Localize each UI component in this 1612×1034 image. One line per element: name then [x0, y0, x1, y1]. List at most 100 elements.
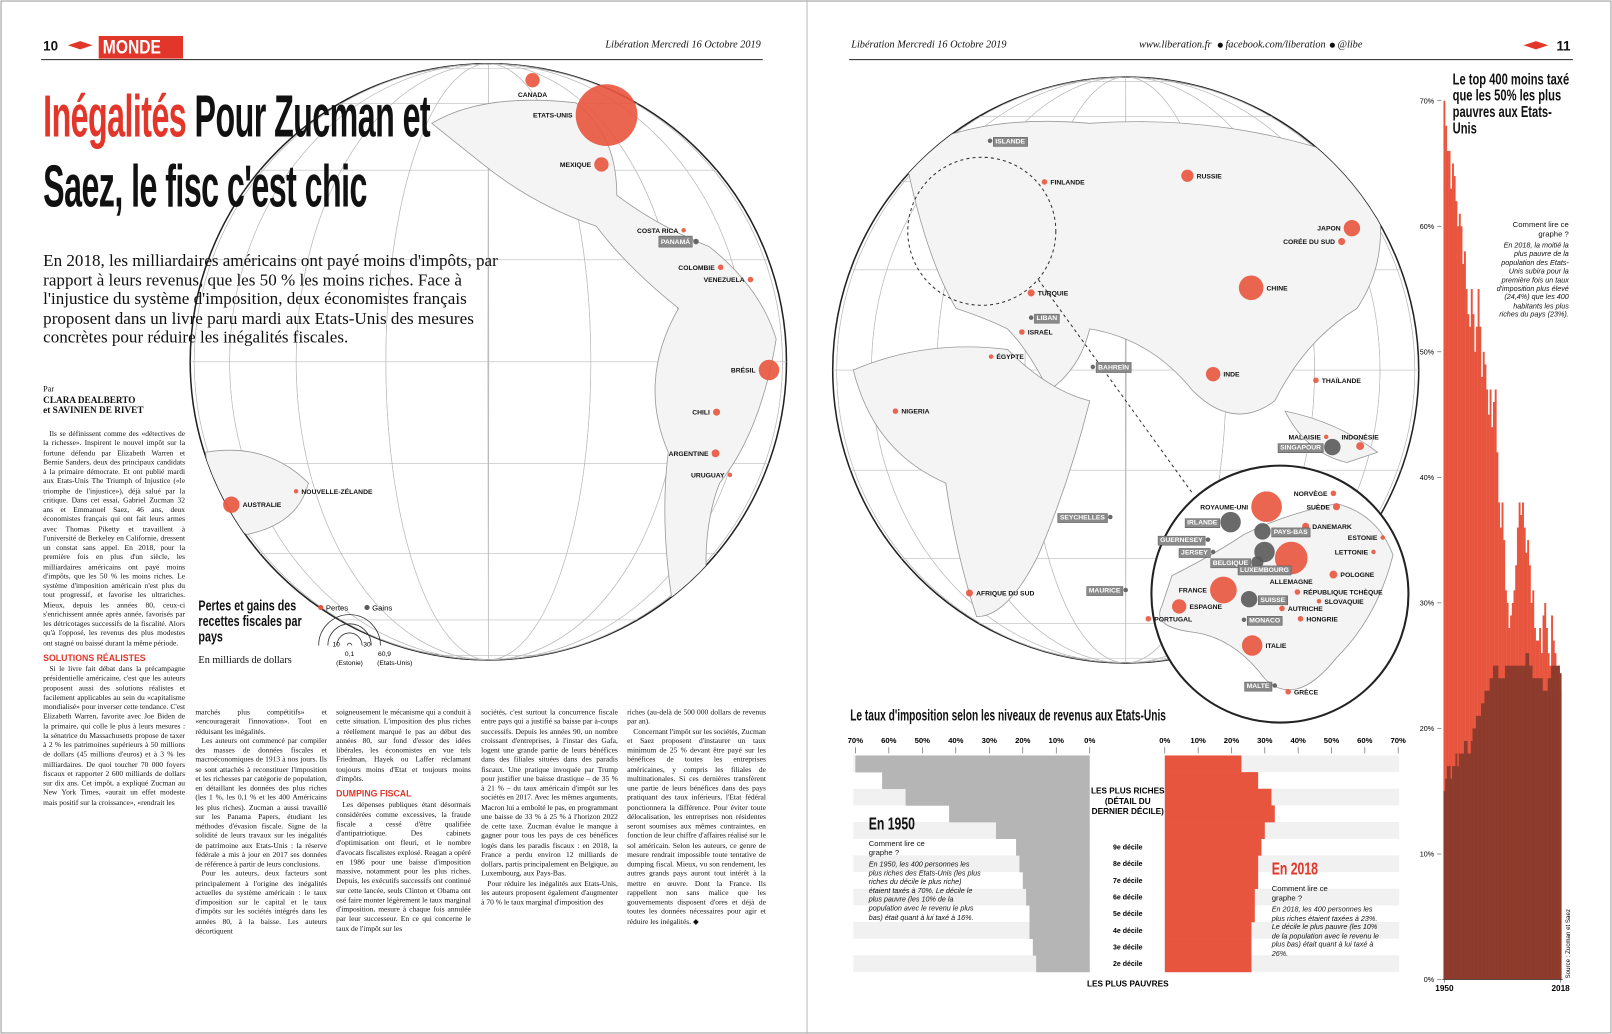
bar	[1506, 665, 1509, 980]
bar-right	[1164, 838, 1262, 856]
country-label: MEXIQUE	[560, 162, 592, 169]
country-label: SINGAPOUR	[1280, 445, 1321, 452]
paragraph: soigneusement le mécanisme qui a conduit…	[336, 707, 471, 783]
country-label: GUERNESEY	[1160, 537, 1203, 544]
bar	[1458, 753, 1461, 980]
country-label: LUXEMBOURG	[1240, 567, 1289, 574]
bar	[1534, 678, 1536, 980]
bar	[1556, 665, 1559, 980]
bar-left	[1022, 872, 1090, 889]
bar-left	[882, 772, 1090, 790]
country-bubble	[1313, 377, 1319, 384]
bar	[1452, 163, 1454, 980]
country-label: VENEZUELA	[704, 277, 745, 284]
country-bubble	[727, 472, 733, 478]
diamond	[67, 41, 93, 50]
bar	[1547, 678, 1550, 980]
label-box	[658, 235, 693, 248]
country-bubble	[1251, 491, 1282, 523]
top-label: LES PLUS RICHES	[1091, 786, 1165, 795]
bar	[1477, 715, 1480, 980]
bar	[1518, 665, 1521, 980]
country-label: PANAMÁ	[661, 237, 690, 246]
country-label: COLOMBIE	[678, 265, 715, 272]
x-tick-label: 70%	[1390, 736, 1406, 745]
size-label: 60,9	[378, 651, 391, 658]
country-bubble	[1210, 576, 1237, 604]
bar	[1453, 766, 1456, 980]
country-bubble	[1090, 364, 1096, 370]
bar-left	[1026, 888, 1090, 906]
country-bubble	[1324, 438, 1341, 456]
bar	[1549, 678, 1552, 980]
bar	[1539, 678, 1542, 980]
country-bubble	[892, 408, 899, 414]
y-tick-label: 20%	[1420, 724, 1435, 733]
country-bubble	[293, 489, 299, 494]
country-bubble	[1241, 635, 1263, 656]
country-bubble	[1323, 434, 1329, 440]
legend-label: Pertes	[326, 604, 348, 613]
bar	[1489, 678, 1492, 980]
x-tick-label: 40%	[1290, 736, 1306, 745]
map-subtitle: En milliards de dollars	[198, 654, 292, 667]
bar-left	[995, 822, 1090, 840]
bullet	[1329, 42, 1335, 48]
x-tick-label: 70%	[848, 736, 864, 745]
bar	[1453, 176, 1456, 980]
bar-left	[905, 788, 1090, 806]
country-bubble	[1041, 179, 1048, 185]
bar	[1513, 665, 1516, 980]
bar	[1542, 690, 1545, 980]
bar	[1472, 728, 1475, 980]
annotation-title: Comment lire ce graphe ?	[1496, 219, 1569, 239]
label-box	[1184, 518, 1221, 528]
bar	[1446, 766, 1449, 980]
country-label: ETATS-UNIS	[533, 113, 573, 120]
country-label: CANADA	[518, 92, 547, 99]
country-bubble	[1330, 490, 1337, 497]
category-label: 5e décile	[1113, 911, 1143, 918]
byline: et SAVINIEN DE RIVET	[43, 404, 144, 416]
bar-right	[1164, 938, 1252, 956]
text-column: sociétés, c'est surtout la concurrence f…	[481, 707, 618, 1005]
bar	[1455, 201, 1458, 980]
bar	[1479, 715, 1482, 980]
bar	[1496, 665, 1499, 980]
bar	[1448, 150, 1451, 980]
map-title: Pertes et gains des recettes fiscales pa…	[198, 598, 302, 646]
y-tick-label: 60%	[1420, 222, 1435, 231]
country-label: BAHREÏN	[1098, 364, 1129, 372]
bar	[1460, 753, 1463, 980]
y-tick-label: 40%	[1420, 473, 1435, 482]
bar	[1467, 314, 1470, 980]
bar-right	[1164, 955, 1252, 973]
country-bubble	[1356, 442, 1365, 451]
label-box	[1210, 558, 1251, 569]
bar	[1510, 665, 1513, 980]
country-bubble	[1123, 587, 1128, 593]
bar-right	[1164, 888, 1255, 906]
legend-swatch	[318, 604, 324, 611]
bar	[1516, 665, 1519, 980]
bar	[1523, 665, 1526, 980]
bar	[1443, 791, 1446, 980]
country-label: BRÉSIL	[731, 366, 756, 375]
label-box	[1095, 362, 1132, 373]
website: www.liberation.fr	[1139, 39, 1212, 51]
byline: Par	[43, 384, 55, 394]
bar-left	[855, 755, 1090, 773]
bar	[1482, 703, 1485, 980]
size-arc	[318, 614, 381, 646]
bar	[1457, 766, 1460, 980]
bar	[1452, 766, 1454, 980]
bar	[1458, 213, 1461, 980]
source: Source : Zucman et Saez	[1565, 909, 1572, 978]
bottom-label: LES PLUS PAUVRES	[1087, 980, 1169, 989]
category-label: 9e décile	[1113, 845, 1143, 852]
country-label: LETTONIE	[1335, 550, 1369, 557]
country-label: LIBAN	[1036, 315, 1057, 322]
x-tick-label: 30%	[982, 736, 998, 745]
landmass	[1284, 410, 1379, 463]
